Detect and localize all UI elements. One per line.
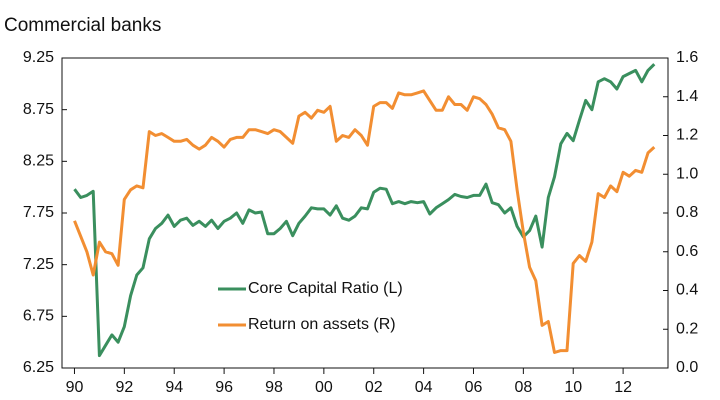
x-tick-label: 10 bbox=[564, 379, 582, 396]
legend-label: Return on assets (R) bbox=[248, 316, 396, 333]
y-tick-label: 7.25 bbox=[23, 256, 54, 273]
series-line bbox=[73, 63, 656, 358]
x-tick-label: 12 bbox=[614, 379, 632, 396]
y2-tick-label: 0.2 bbox=[676, 320, 698, 337]
x-tick-label: 92 bbox=[115, 379, 133, 396]
x-tick-label: 98 bbox=[265, 379, 283, 396]
y2-tick-label: 0.8 bbox=[676, 204, 698, 221]
y2-tick-label: 0.0 bbox=[676, 359, 698, 376]
x-tick-label: 08 bbox=[514, 379, 532, 396]
x-tick-label: 00 bbox=[315, 379, 333, 396]
y2-tick-label: 1.4 bbox=[676, 88, 698, 105]
series-line bbox=[73, 89, 656, 354]
x-tick-label: 96 bbox=[215, 379, 233, 396]
y-tick-label: 6.25 bbox=[23, 359, 54, 376]
y2-tick-label: 1.0 bbox=[676, 165, 698, 182]
y2-tick-label: 0.4 bbox=[676, 282, 698, 299]
x-tick-label: 90 bbox=[66, 379, 84, 396]
x-tick-label: 02 bbox=[365, 379, 383, 396]
legend-label: Core Capital Ratio (L) bbox=[248, 280, 403, 297]
y2-tick-label: 0.6 bbox=[676, 243, 698, 260]
y-tick-label: 8.25 bbox=[23, 153, 54, 170]
y2-tick-label: 1.2 bbox=[676, 127, 698, 144]
x-tick-label: 94 bbox=[165, 379, 183, 396]
y-tick-label: 9.25 bbox=[23, 49, 54, 66]
chart-subtitle: Commercial banks bbox=[4, 15, 161, 36]
x-tick-label: 04 bbox=[415, 379, 433, 396]
y-tick-label: 8.75 bbox=[23, 101, 54, 118]
y-tick-label: 6.75 bbox=[23, 308, 54, 325]
y2-tick-label: 1.6 bbox=[676, 49, 698, 66]
y-tick-label: 7.75 bbox=[23, 204, 54, 221]
x-tick-label: 06 bbox=[465, 379, 483, 396]
